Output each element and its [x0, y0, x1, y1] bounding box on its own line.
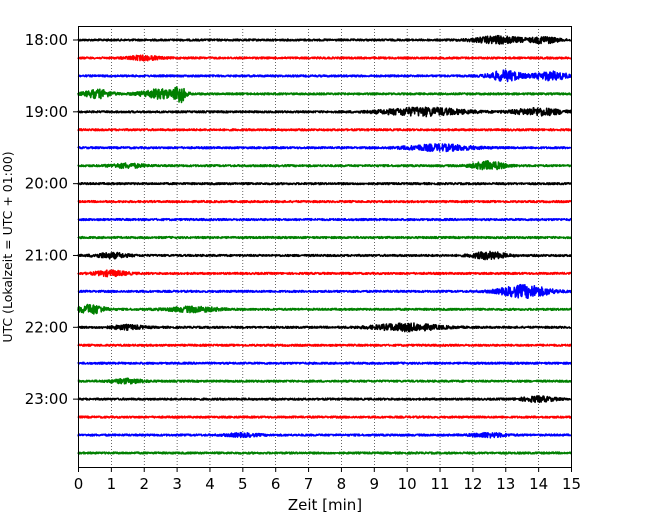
seismic-trace: [77, 199, 572, 204]
seismic-trace: [77, 235, 572, 240]
x-tick-label: 10: [398, 475, 417, 493]
x-tick-label: 3: [172, 475, 182, 493]
seismic-trace: [77, 431, 572, 439]
y-axis: 18:00 19:00 20:00 21:00 22:00 23:00: [25, 31, 78, 408]
seismic-trace: [77, 377, 572, 385]
seismic-trace: [77, 283, 572, 300]
seismic-trace: [77, 250, 572, 261]
seismic-trace: [77, 181, 572, 186]
x-tick-label: 7: [304, 475, 314, 493]
y-tick-label: 20:00: [25, 175, 68, 193]
seismic-trace: [77, 303, 572, 315]
y-axis-title: UTC (Lokalzeit = UTC + 01:00): [0, 151, 15, 342]
x-axis: 0 1 2 3 4 5 6 7 8 9 10 11 12 13 14 15: [74, 467, 581, 493]
seismic-trace: [77, 395, 572, 404]
x-tick-label: 0: [74, 475, 84, 493]
y-tick-label: 21:00: [25, 246, 68, 264]
seismic-trace: [77, 128, 572, 132]
x-tick-label: 2: [139, 475, 149, 493]
x-tick-label: 12: [463, 475, 482, 493]
x-tick-label: 14: [529, 475, 548, 493]
seismic-trace: [77, 361, 572, 365]
y-tick-label: 23:00: [25, 390, 68, 408]
seismic-trace: [77, 269, 572, 278]
y-tick-label: 22:00: [25, 318, 68, 336]
seismic-trace: [77, 160, 572, 171]
x-tick-label: 5: [238, 475, 248, 493]
seismic-trace: [77, 415, 572, 419]
x-tick-label: 15: [562, 475, 581, 493]
x-tick-label: 9: [370, 475, 380, 493]
seismic-trace: [77, 54, 572, 62]
x-axis-title: Zeit [min]: [288, 496, 362, 514]
seismic-trace: [77, 343, 572, 347]
seismic-trace: [77, 322, 572, 333]
y-tick-label: 19:00: [25, 103, 68, 121]
x-tick-label: 8: [337, 475, 347, 493]
x-tick-label: 11: [430, 475, 449, 493]
seismic-trace: [77, 69, 572, 83]
plot-frame: [78, 26, 572, 468]
x-tick-label: 1: [107, 475, 117, 493]
seismic-trace: [77, 86, 572, 104]
seismic-trace: [77, 217, 572, 222]
x-tick-label: 6: [271, 475, 281, 493]
x-tick-label: 4: [205, 475, 215, 493]
seismic-trace: [77, 451, 572, 455]
seismic-trace: [77, 34, 572, 45]
y-tick-label: 18:00: [25, 31, 68, 49]
seismic-trace: [77, 106, 572, 118]
traces: [77, 34, 572, 455]
x-tick-label: 13: [496, 475, 515, 493]
seismic-trace: [77, 143, 572, 153]
